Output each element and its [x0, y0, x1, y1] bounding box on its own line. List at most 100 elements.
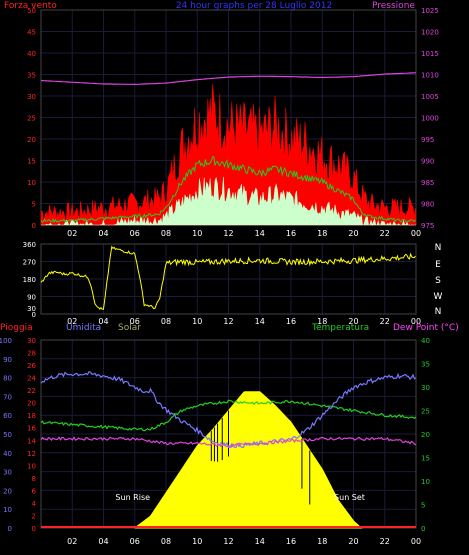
rain-y-tick: 24: [27, 375, 36, 383]
pressure-y-tick: 1010: [421, 72, 439, 80]
temp-y-tick: 0: [421, 525, 425, 533]
dir-x-tick: 16: [286, 317, 296, 326]
humidity-series: [40, 370, 417, 449]
pressure-y-tick: 980: [421, 201, 434, 209]
thermo-x-tick: 06: [130, 537, 140, 546]
rain-y-tick: 26: [27, 362, 36, 370]
pressure-axis-label: Pressione: [372, 1, 415, 11]
pressure-y-tick: 995: [421, 136, 434, 144]
dir-x-tick: 22: [380, 317, 390, 326]
wind-x-tick: 20: [348, 229, 358, 238]
rain-y-tick: 30: [27, 337, 36, 345]
solar-axis-label: Solar: [118, 323, 141, 333]
chart-title: 24 hour graphs per 28 Luglio 2012: [176, 1, 332, 11]
wind-y-tick: 5: [32, 201, 36, 209]
temperature-axis-label: Temperatura: [311, 323, 369, 333]
dewpoint-axis-label: Dew Point (°C): [393, 323, 459, 333]
wind-x-tick: 14: [255, 229, 265, 238]
rain-y-tick: 18: [27, 412, 36, 420]
rain-y-tick: 28: [27, 350, 36, 358]
wind-min-series: [41, 176, 416, 227]
dir-x-tick: 10: [192, 317, 202, 326]
wind-avg-series: [40, 155, 416, 224]
temp-y-tick: 35: [421, 361, 430, 369]
thermo-x-tick: 00: [411, 537, 421, 546]
sunset-label: Sun Set: [334, 493, 365, 502]
humidity-y-tick: 0: [8, 525, 12, 533]
dir-x-tick: 04: [98, 317, 108, 326]
wind-y-tick: 50: [27, 7, 36, 15]
rain-y-tick: 0: [32, 525, 36, 533]
rain-y-tick: 10: [27, 462, 36, 470]
rain-y-tick: 2: [32, 512, 36, 520]
thermo-x-tick: 14: [255, 537, 265, 546]
compass-label-s: S: [435, 276, 441, 286]
humidity-y-tick: 20: [3, 487, 12, 495]
dir-y-tick: 180: [23, 276, 36, 284]
wind-x-tick: 00: [411, 229, 421, 238]
thermo-x-tick: 20: [348, 537, 358, 546]
rain-y-tick: 8: [32, 475, 36, 483]
wind-y-tick: 40: [27, 50, 36, 58]
wind-y-tick: 10: [27, 179, 36, 187]
wind-x-tick: 06: [130, 229, 140, 238]
thermo-x-tick: 12: [223, 537, 233, 546]
temp-y-tick: 25: [421, 408, 430, 416]
thermo-x-tick: 16: [286, 537, 296, 546]
temp-y-tick: 10: [421, 478, 430, 486]
wind-x-tick: 16: [286, 229, 296, 238]
compass-label-n: N: [435, 307, 442, 317]
temp-y-tick: 5: [421, 502, 425, 510]
humidity-y-tick: 90: [3, 356, 12, 364]
dir-x-tick: 14: [255, 317, 265, 326]
rain-y-tick: 6: [32, 487, 37, 495]
humidity-y-tick: 50: [3, 431, 12, 439]
rain-y-tick: 22: [27, 387, 36, 395]
temp-y-tick: 40: [421, 337, 430, 345]
compass-label-w: W: [434, 292, 443, 302]
rain-axis-label: Pioggia: [0, 323, 33, 333]
dir-y-tick: 0: [32, 311, 36, 319]
wind-x-tick: 10: [192, 229, 202, 238]
wind-x-tick: 22: [380, 229, 390, 238]
rain-y-tick: 12: [27, 450, 36, 458]
wind-y-tick: 0: [32, 222, 36, 230]
pressure-series: [40, 72, 417, 86]
dir-y-tick: 360: [23, 241, 36, 249]
compass-label-e: E: [435, 260, 441, 270]
dir-x-tick: 20: [348, 317, 358, 326]
solar-series: [134, 391, 363, 529]
dir-x-tick: 18: [317, 317, 327, 326]
wind-x-tick: 12: [223, 229, 233, 238]
dir-x-tick: 08: [161, 317, 171, 326]
temp-y-tick: 20: [421, 431, 430, 439]
wind-y-tick: 25: [27, 115, 36, 123]
rain-y-tick: 20: [27, 400, 36, 408]
dir-frame: [40, 243, 417, 315]
dir-y-tick: 30: [27, 305, 36, 313]
wind-direction-series: [40, 245, 416, 310]
humidity-y-tick: 100: [0, 337, 12, 345]
humidity-y-tick: 40: [3, 450, 12, 458]
dir-x-tick: 02: [67, 317, 77, 326]
wind-y-tick: 45: [27, 29, 36, 37]
thermo-x-tick: 02: [67, 537, 77, 546]
pressure-y-tick: 1020: [421, 29, 439, 37]
humidity-y-tick: 30: [3, 469, 12, 477]
wind-axis-label: Forza vento: [4, 1, 57, 11]
dir-x-tick: 06: [130, 317, 140, 326]
pressure-y-tick: 975: [421, 222, 434, 230]
wind-x-tick: 08: [161, 229, 171, 238]
thermo-x-tick: 10: [192, 537, 202, 546]
humidity-axis-label: Umidita: [66, 323, 101, 333]
compass-label-n: N: [435, 243, 442, 253]
wind-x-tick: 02: [67, 229, 77, 238]
wind-y-tick: 15: [27, 158, 36, 166]
sunrise-label: Sun Rise: [115, 493, 150, 502]
wind-y-tick: 35: [27, 72, 36, 80]
wind-gust-series: [40, 83, 417, 226]
thermo-x-tick: 18: [317, 537, 327, 546]
thermo-x-tick: 22: [380, 537, 390, 546]
temperature-series: [40, 399, 417, 432]
